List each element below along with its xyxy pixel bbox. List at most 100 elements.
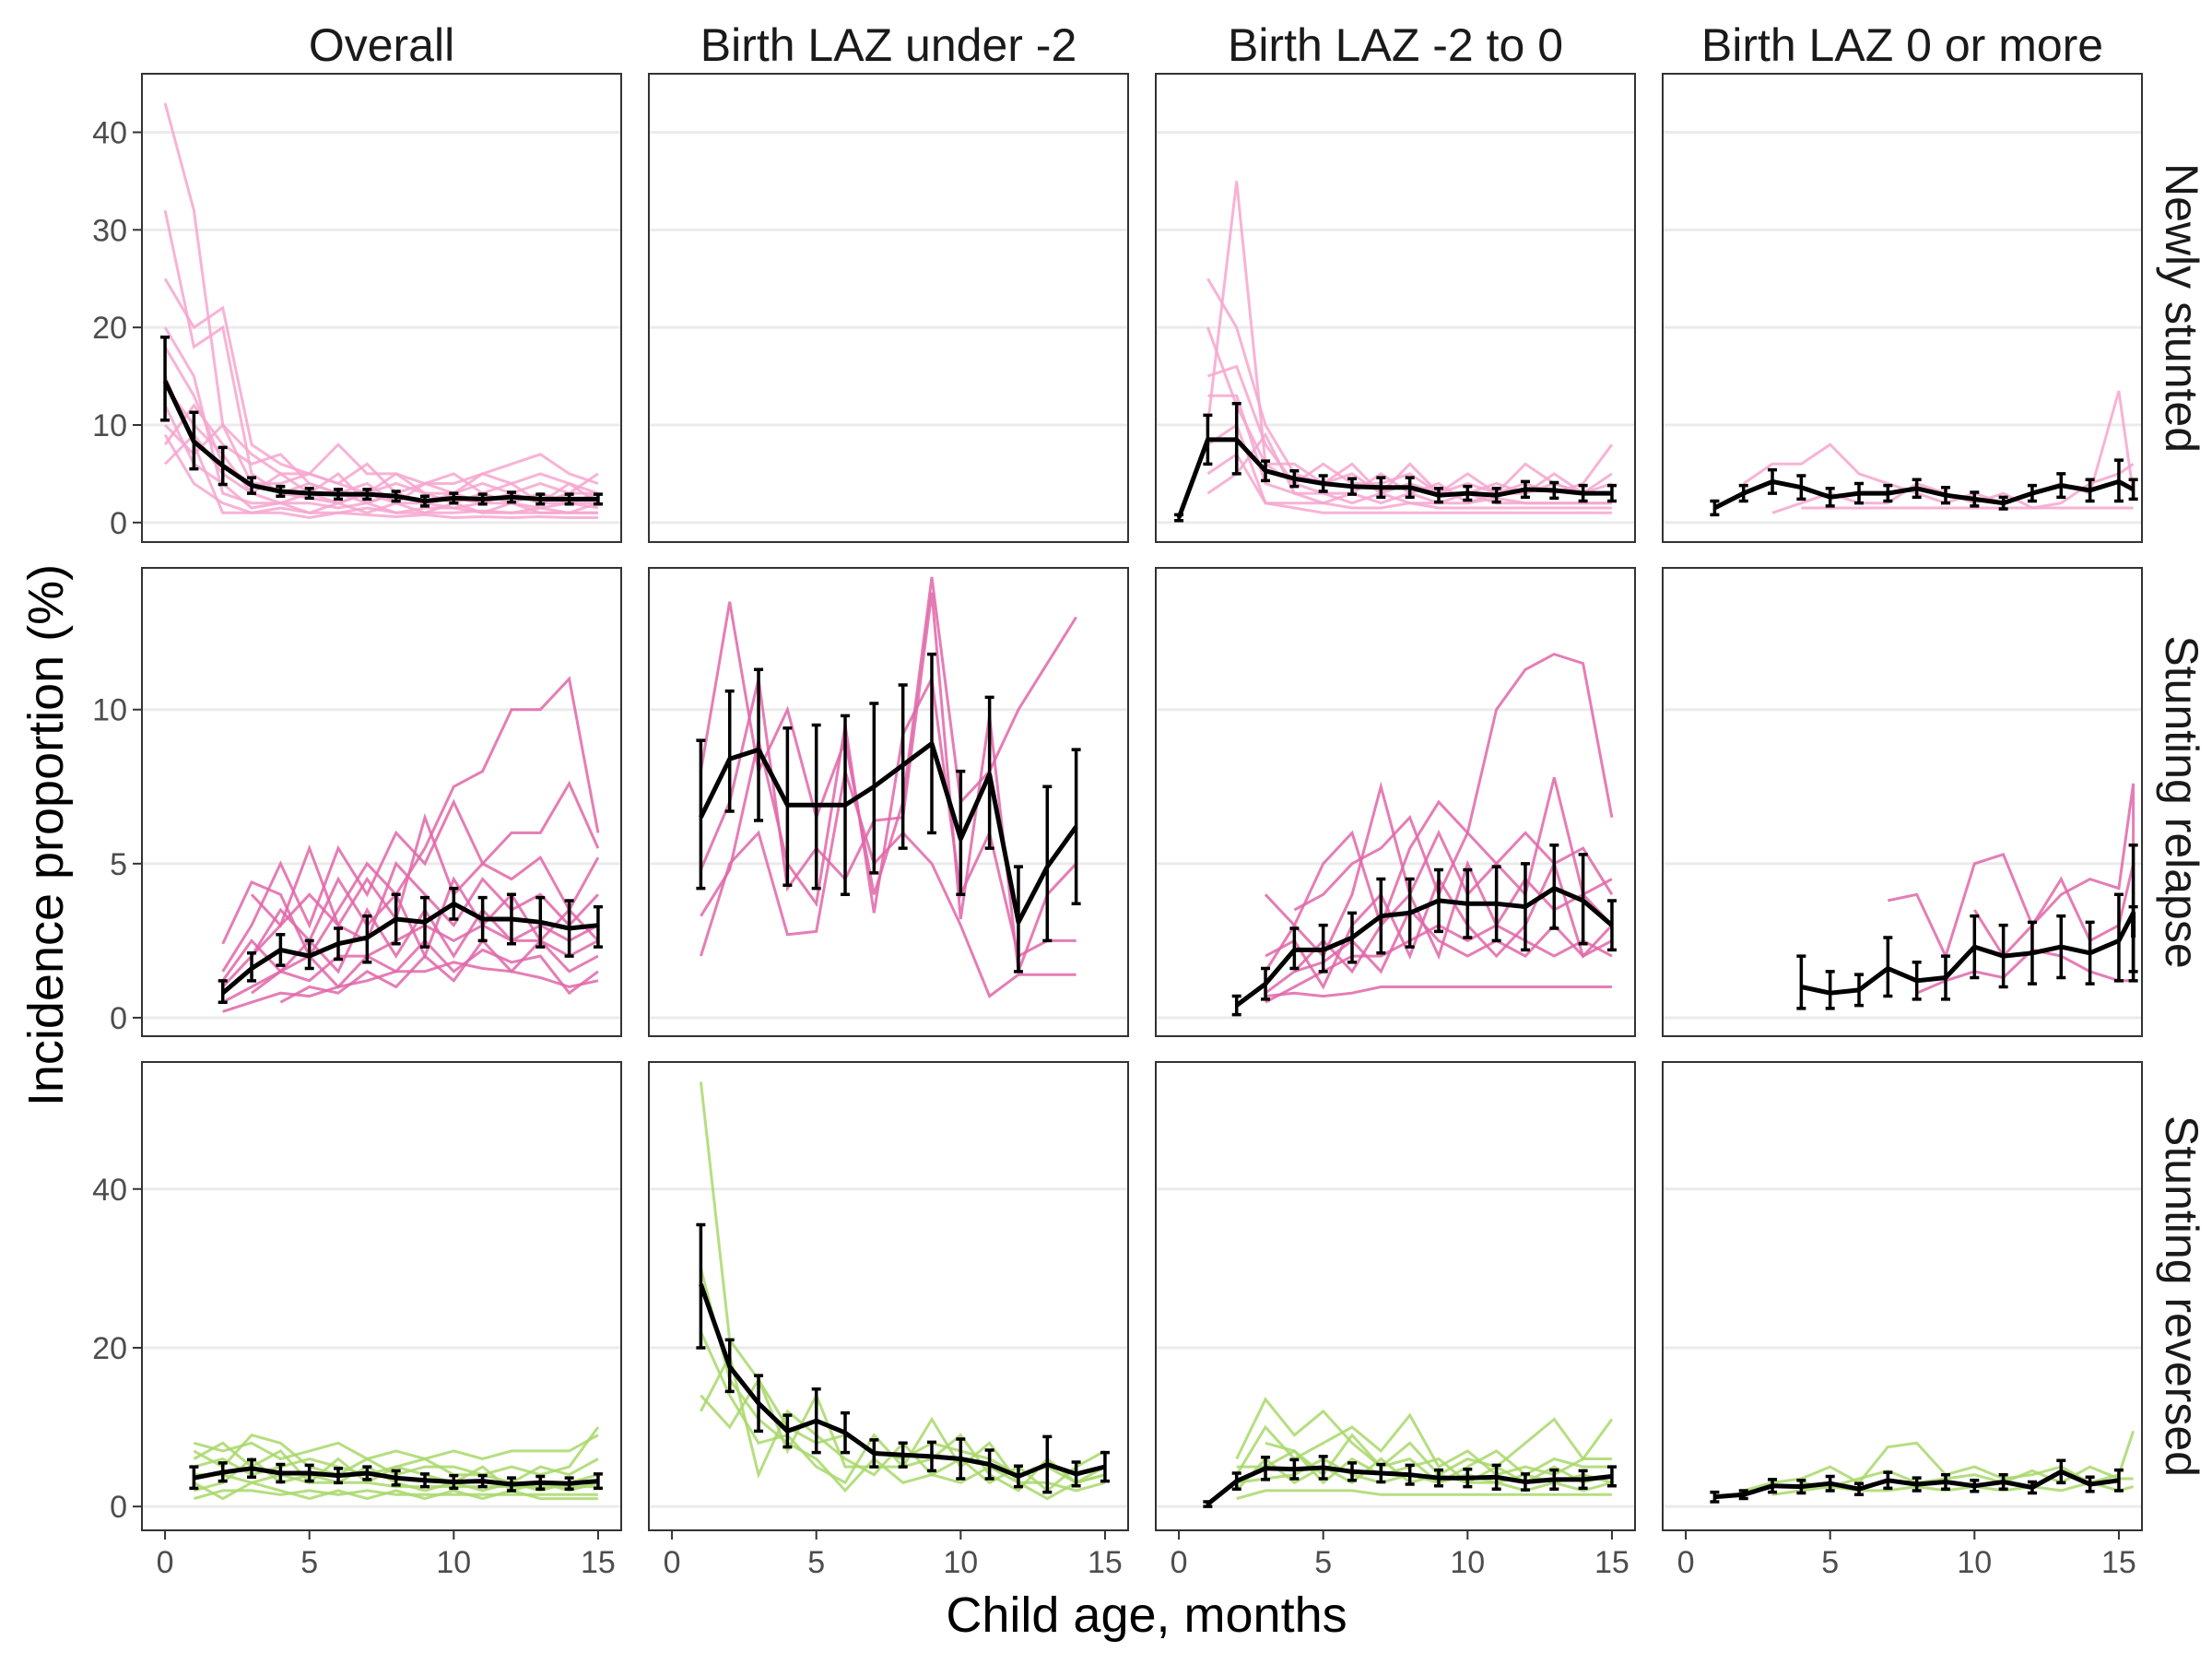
error-bar [696,738,706,891]
study-line [1293,814,1614,912]
panel-frame [1662,73,2143,543]
panel-data-group [1796,783,2138,1010]
study-line [163,277,598,495]
error-bar [1738,1489,1748,1501]
error-bar [1578,483,1588,503]
error-bar [334,926,344,962]
pooled-line [221,901,599,996]
panel-frame [648,1061,1129,1531]
error-bar [593,492,603,506]
error-bar [419,1472,429,1489]
error-bar [2085,1475,2095,1493]
error-bar [2027,920,2037,985]
error-bar [535,1474,546,1491]
error-bar [362,914,372,964]
error-bar [1796,474,1806,502]
panel-frame [1155,1061,1636,1531]
row-title: Stunting relapse [2156,635,2207,968]
error-bar [841,714,851,897]
error-bar [276,1462,286,1484]
error-bar [247,476,257,495]
panel-background [649,74,1128,542]
error-bar [1768,467,1778,495]
study-line [193,1481,598,1501]
error-bar [841,1410,851,1455]
error-bar [1520,479,1530,500]
panel-data-group [1174,181,1617,523]
error-bar [1710,1490,1720,1504]
error-bar [391,490,401,503]
error-bar [1261,1456,1271,1481]
error-bar [1520,862,1530,952]
error-bar [1013,865,1023,974]
x-tick-label: 5 [807,1545,825,1580]
error-bar [362,488,372,502]
error-bar [1940,485,1950,505]
error-bar [218,445,228,487]
error-bar [1261,459,1271,483]
study-line [221,780,600,973]
error-bar [1606,483,1617,503]
error-bar [2027,1480,2037,1495]
error-bar [1825,970,1835,1010]
pooled-line [1176,437,1612,519]
error-bar [1520,1472,1530,1492]
error-bar [189,1465,199,1491]
error-bar [1289,468,1300,489]
panel-frame [1155,567,1636,1037]
panel-data-group [696,1081,1110,1501]
error-bar [1825,487,1835,508]
error-bar [304,938,314,971]
error-bar [1405,1463,1415,1486]
error-bar [1825,1474,1835,1493]
x-tick-label: 15 [1594,1545,1630,1580]
error-bar [1578,1469,1588,1491]
error-bar [1912,961,1922,1001]
error-bar [1549,1468,1559,1491]
error-bar [362,1465,372,1481]
panel-background [1663,568,2142,1036]
panel-frame [141,1061,622,1531]
error-bar [1606,899,1617,952]
error-bar [811,1387,821,1455]
column-title: Birth LAZ under -2 [700,19,1077,71]
error-bar [477,1473,488,1489]
error-bar [1606,1465,1617,1488]
study-line [221,861,599,988]
error-bar [2113,892,2124,983]
error-bar [535,895,546,949]
error-bar [1578,853,1588,946]
error-bar [696,1222,706,1350]
error-bar [1463,484,1473,502]
x-tick-label: 5 [300,1545,318,1580]
pooled-line [1713,478,2135,511]
error-bar [811,723,821,891]
error-bar [926,652,936,835]
error-bar [724,1338,735,1394]
study-line [221,906,599,982]
y-tick-label: 10 [92,408,127,443]
error-bar [1854,481,1865,505]
x-axis-title: Child age, months [946,1587,1347,1643]
error-bar [2128,904,2138,974]
error-bar [1376,476,1386,500]
error-bar [1231,1471,1241,1491]
error-bar [1289,1457,1300,1481]
error-bar [477,492,488,506]
error-bar [754,667,764,822]
error-bar [1318,1455,1328,1481]
x-tick-label: 0 [1677,1545,1695,1580]
error-bar [535,492,546,506]
error-bar [1883,936,1893,998]
y-tick-label: 20 [92,1331,127,1366]
panel-background [1156,1062,1635,1530]
error-bar [189,410,199,471]
error-bar [419,895,429,949]
x-tick-label: 15 [2101,1545,2136,1580]
study-line [164,422,599,495]
error-bar [1231,401,1241,476]
y-tick-label: 5 [110,847,127,882]
panel-background [649,568,1128,1036]
error-bar [449,886,459,921]
